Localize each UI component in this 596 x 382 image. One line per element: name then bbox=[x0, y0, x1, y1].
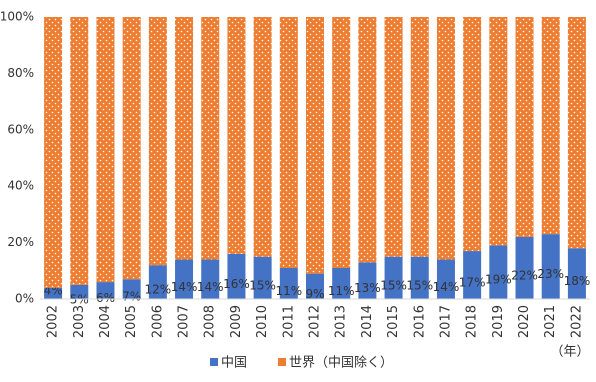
bar-segment bbox=[279, 17, 298, 268]
x-tick-label: 2015 bbox=[386, 305, 401, 338]
data-label: 17% bbox=[459, 276, 486, 290]
y-tick-label: 20% bbox=[7, 235, 34, 249]
bar-segment bbox=[122, 17, 141, 280]
bar-segment bbox=[201, 17, 220, 260]
data-label: 14% bbox=[433, 280, 460, 294]
data-label: 18% bbox=[564, 274, 591, 288]
bar-segment bbox=[253, 256, 272, 299]
bar-segment bbox=[358, 17, 377, 263]
legend-label: 中国 bbox=[221, 356, 247, 371]
bar-segment bbox=[279, 267, 298, 299]
data-label: 15% bbox=[380, 278, 407, 292]
bar-segment bbox=[227, 17, 246, 254]
bar-segment bbox=[567, 248, 586, 299]
bar-segment bbox=[541, 17, 560, 235]
x-tick-label: 2013 bbox=[334, 305, 349, 338]
x-tick-label: 2008 bbox=[203, 305, 218, 338]
y-tick-label: 80% bbox=[7, 66, 34, 80]
bar-segment bbox=[463, 251, 482, 299]
bar-segment bbox=[148, 17, 167, 266]
bar-segment bbox=[175, 17, 194, 260]
data-label: 11% bbox=[275, 284, 302, 298]
bar-segment bbox=[201, 259, 220, 299]
bar-segment bbox=[384, 256, 403, 299]
y-tick-label: 100% bbox=[0, 10, 34, 24]
data-label: 19% bbox=[485, 273, 512, 287]
bar-segment bbox=[567, 17, 586, 249]
data-label: 15% bbox=[406, 278, 433, 292]
x-tick-label: 2022 bbox=[569, 305, 584, 338]
bar-segment bbox=[70, 284, 89, 299]
bar-segment bbox=[410, 17, 429, 257]
data-label: 14% bbox=[171, 280, 198, 294]
x-tick-label: 2010 bbox=[255, 305, 270, 338]
bar-segment bbox=[122, 279, 141, 299]
data-label: 22% bbox=[511, 268, 538, 282]
x-tick-label: 2016 bbox=[412, 305, 427, 338]
x-tick-label: 2014 bbox=[360, 305, 375, 338]
data-label: 11% bbox=[328, 284, 355, 298]
x-tick-label: 2004 bbox=[98, 305, 113, 338]
data-label: 6% bbox=[96, 291, 115, 305]
bar-segment bbox=[410, 256, 429, 299]
bar-segment bbox=[436, 259, 455, 299]
x-tick-label: 2017 bbox=[438, 305, 453, 338]
bar-segment bbox=[253, 17, 272, 257]
x-tick-label: 2006 bbox=[150, 305, 165, 338]
bar-segment bbox=[70, 17, 89, 285]
bar-segment bbox=[436, 17, 455, 260]
bar-segment bbox=[306, 273, 324, 299]
bar-segment bbox=[489, 245, 508, 299]
legend-swatch bbox=[278, 358, 287, 366]
x-tick-label: 2007 bbox=[177, 305, 192, 338]
bar-segment bbox=[489, 17, 508, 246]
bar-segment bbox=[384, 17, 403, 257]
bar-segment bbox=[44, 17, 63, 288]
x-tick-label: 2012 bbox=[308, 305, 323, 338]
bar-segment bbox=[515, 236, 534, 299]
bar-segment bbox=[96, 282, 115, 299]
data-label: 14% bbox=[197, 280, 224, 294]
bar-segment bbox=[332, 17, 351, 268]
bar-segment bbox=[44, 287, 63, 299]
x-tick-label: 2005 bbox=[124, 305, 139, 338]
x-tick-label: 2020 bbox=[517, 305, 532, 338]
legend-label: 世界（中国除く） bbox=[289, 356, 393, 371]
bar-segment bbox=[332, 267, 351, 299]
bar-segment bbox=[96, 17, 115, 283]
bar-segment bbox=[515, 17, 534, 237]
x-tick-label: 2011 bbox=[281, 305, 296, 338]
bar-segment bbox=[358, 262, 377, 299]
bar-segment bbox=[306, 17, 324, 274]
bar-segment bbox=[175, 259, 194, 299]
data-label: 13% bbox=[354, 281, 381, 295]
y-tick-label: 60% bbox=[7, 122, 34, 136]
x-tick-label: 2009 bbox=[229, 305, 244, 338]
x-unit: （年） bbox=[550, 345, 589, 360]
x-tick-label: 2019 bbox=[491, 305, 506, 338]
x-tick-label: 2003 bbox=[72, 305, 87, 338]
data-label: 16% bbox=[223, 277, 250, 291]
y-tick-label: 0% bbox=[15, 292, 34, 306]
data-label: 15% bbox=[249, 278, 276, 292]
legend-swatch bbox=[210, 358, 218, 366]
bar-segment bbox=[463, 17, 482, 252]
x-tick-label: 2018 bbox=[465, 305, 480, 338]
x-tick-label: 2002 bbox=[46, 305, 61, 338]
x-tick-label: 2021 bbox=[543, 305, 558, 338]
bar-segment bbox=[227, 253, 246, 299]
data-label: 23% bbox=[537, 267, 564, 281]
bar-segment bbox=[148, 265, 167, 299]
bar-segment bbox=[541, 234, 560, 299]
data-label: 9% bbox=[305, 287, 324, 301]
y-tick-label: 40% bbox=[7, 179, 34, 193]
data-label: 7% bbox=[122, 290, 141, 304]
data-label: 12% bbox=[145, 283, 172, 297]
